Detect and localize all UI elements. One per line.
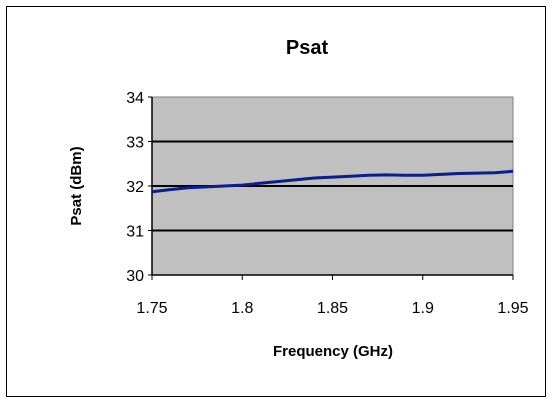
axes [151, 97, 513, 276]
x-tick-label: 1.8 [231, 300, 253, 317]
y-tick-label: 31 [126, 224, 144, 241]
x-axis-label: Frequency (GHz) [273, 343, 393, 360]
y-tick-labels: 30 31 32 33 34 [126, 90, 144, 285]
y-axis-label: Psat (dBm) [68, 146, 85, 225]
series-line [151, 169, 514, 194]
x-tick-label: 1.75 [136, 300, 167, 317]
x-tick-label: 1.95 [497, 300, 528, 317]
x-tick-label: 1.9 [412, 300, 434, 317]
chart-title: Psat [286, 37, 329, 59]
x-tick-labels: 1.75 1.8 1.85 1.9 1.95 [136, 300, 528, 317]
y-tick-label: 34 [126, 90, 144, 107]
x-tick-label: 1.85 [317, 300, 348, 317]
y-tick-label: 33 [126, 135, 144, 152]
y-tick-label: 30 [126, 268, 144, 285]
y-tick-label: 32 [126, 179, 144, 196]
